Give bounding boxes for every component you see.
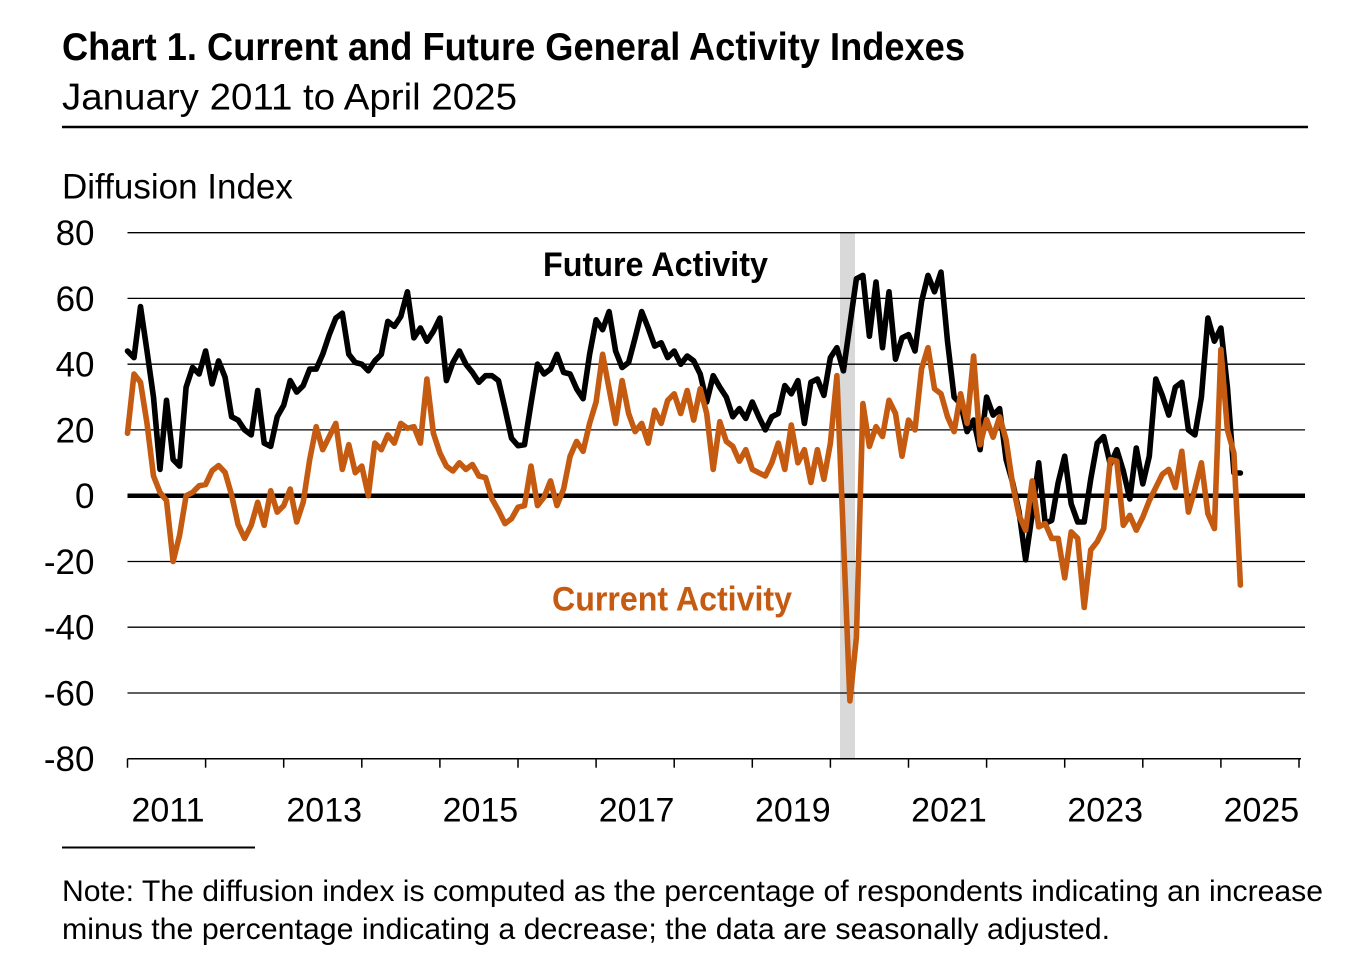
svg-text:60: 60 [56, 280, 95, 319]
svg-text:Future Activity: Future Activity [543, 246, 768, 284]
svg-text:minus the percentage indicatin: minus the percentage indicating a decrea… [62, 913, 1110, 946]
svg-text:Chart 1. Current and Future Ge: Chart 1. Current and Future General Acti… [62, 26, 965, 69]
svg-text:Note: The diffusion index is c: Note: The diffusion index is computed as… [62, 875, 1323, 908]
svg-text:2013: 2013 [286, 792, 362, 830]
svg-text:-40: -40 [44, 609, 95, 648]
svg-text:-80: -80 [44, 740, 95, 779]
svg-text:2015: 2015 [443, 792, 519, 830]
svg-text:80: 80 [56, 214, 95, 253]
svg-text:2019: 2019 [755, 792, 831, 830]
svg-text:Diffusion Index: Diffusion Index [62, 168, 293, 207]
svg-text:2023: 2023 [1067, 792, 1143, 830]
svg-text:-20: -20 [44, 543, 95, 582]
svg-text:2021: 2021 [911, 792, 987, 830]
svg-text:2017: 2017 [599, 792, 675, 830]
svg-text:40: 40 [56, 346, 95, 385]
svg-text:0: 0 [75, 477, 94, 516]
svg-text:Current Activity: Current Activity [552, 581, 792, 619]
svg-text:20: 20 [56, 411, 95, 450]
svg-text:2025: 2025 [1224, 792, 1300, 830]
svg-text:-60: -60 [44, 675, 95, 714]
svg-text:2011: 2011 [131, 792, 204, 830]
svg-text:January 2011 to April 2025: January 2011 to April 2025 [62, 77, 517, 118]
